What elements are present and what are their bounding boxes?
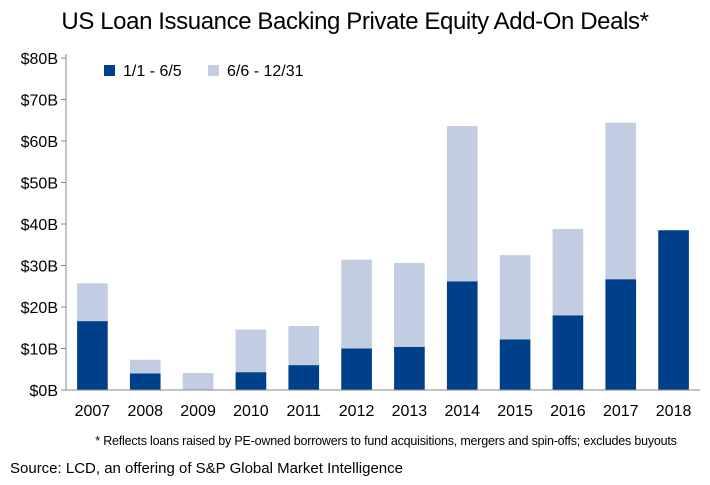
bar-segment-2015-series-2 [499, 255, 531, 340]
legend-label-series-2: 6/6 - 12/31 [227, 63, 304, 80]
bar-segment-2011-series-2 [288, 326, 320, 366]
chart-title: US Loan Issuance Backing Private Equity … [61, 8, 649, 35]
bar-segment-2009-series-2 [182, 372, 214, 390]
bar-segment-2012-series-1 [341, 348, 372, 390]
y-tick-label: $20B [21, 300, 58, 317]
footnote: * Reflects loans raised by PE-owned borr… [95, 434, 677, 448]
legend-label-series-1: 1/1 - 6/5 [123, 63, 182, 80]
y-axis: $0B $10B $20B $30B $40B $50B $60B $70B $80B [21, 51, 67, 400]
x-tick-label: 2014 [444, 403, 480, 420]
bar-segment-2010-series-1 [235, 372, 267, 390]
bar-segment-2016-series-2 [552, 228, 584, 316]
bar-segment-2017-series-2 [605, 122, 637, 280]
y-tick-label: $70B [21, 93, 58, 110]
legend-swatch-series-2 [208, 65, 219, 76]
y-tick-label: $30B [21, 259, 58, 276]
source-note: Source: LCD, an offering of S&P Global M… [10, 460, 403, 477]
x-axis: 2007 2008 2009 2010 2011 2012 2013 2014 2015 2016… [66, 389, 700, 420]
bar-segment-2008-series-2 [129, 359, 161, 374]
y-tick-label: $50B [21, 176, 58, 193]
bar-segment-2011-series-1 [288, 365, 320, 390]
y-tick-label: $40B [21, 217, 58, 234]
bar-segment-2017-series-1 [605, 279, 637, 390]
bar-segment-2014-series-2 [446, 126, 478, 282]
x-tick-label: 2011 [287, 403, 322, 420]
y-tick-label: $10B [21, 342, 58, 359]
bar-segment-2007-series-2 [77, 283, 108, 322]
y-tick-label: $80B [21, 51, 58, 68]
legend-swatch-series-1 [104, 65, 115, 76]
bar-segment-2010-series-2 [235, 329, 267, 373]
x-tick-label: 2016 [550, 403, 586, 420]
bar-segment-2012-series-2 [341, 259, 372, 349]
bar-segment-2015-series-1 [499, 339, 531, 390]
bar-segment-2013-series-2 [394, 263, 425, 347]
x-tick-label: 2007 [75, 403, 111, 420]
x-tick-label: 2017 [603, 403, 639, 420]
bars [77, 122, 689, 390]
x-tick-label: 2008 [127, 403, 163, 420]
y-tick-label: $0B [30, 383, 58, 400]
bar-segment-2014-series-1 [446, 281, 478, 390]
bar-segment-2018-series-1 [658, 230, 689, 390]
x-tick-label: 2010 [233, 403, 269, 420]
x-tick-label: 2012 [339, 403, 375, 420]
bar-segment-2007-series-1 [77, 321, 108, 390]
x-tick-label: 2015 [497, 403, 533, 420]
bar-segment-2016-series-1 [552, 315, 584, 390]
x-tick-label: 2018 [656, 403, 692, 420]
x-tick-label: 2009 [180, 403, 216, 420]
bar-segment-2013-series-1 [394, 346, 425, 390]
bar-segment-2008-series-1 [129, 373, 161, 390]
x-tick-label: 2013 [392, 403, 428, 420]
y-tick-label: $60B [21, 134, 58, 151]
legend: 1/1 - 6/5 6/6 - 12/31 [104, 63, 304, 80]
